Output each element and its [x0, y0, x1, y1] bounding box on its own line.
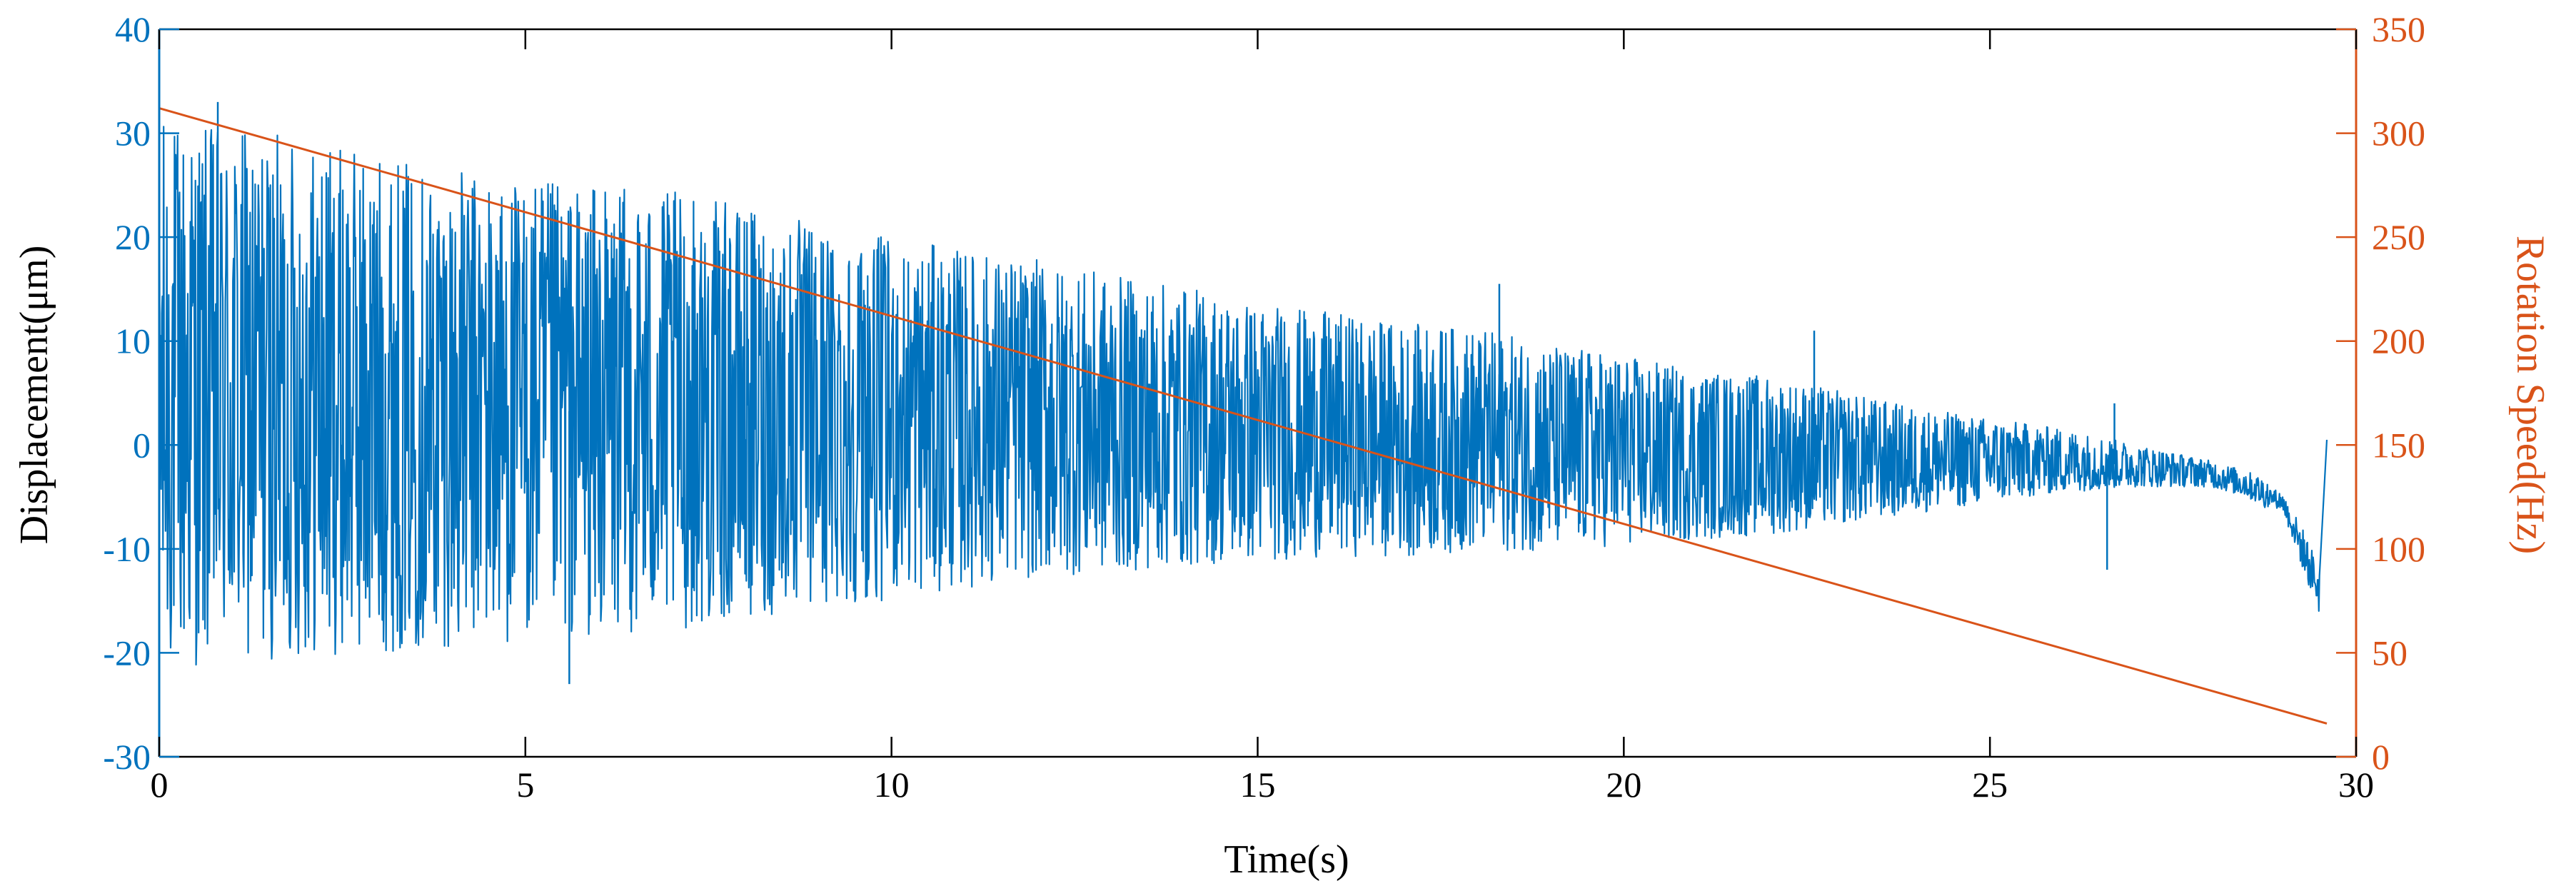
axes: 0 5 10 15 20 25 30 -30 -20 -10 0 10 20 30 40 0 50 100 150 2… [103, 9, 2425, 805]
plot-area [158, 101, 2328, 725]
y-right-tick-label: 250 [2372, 217, 2425, 257]
x-tick-label: 30 [2338, 765, 2374, 805]
y-right-axis-label: Rotation Speed(Hz) [2508, 236, 2552, 554]
x-tick-label: 10 [874, 765, 910, 805]
displacement-line [158, 126, 2328, 666]
x-axis-label: Time(s) [1224, 837, 1349, 882]
y-left-tick-label: -10 [103, 529, 151, 569]
y-right-tick-label: 350 [2372, 9, 2425, 49]
x-tick-label: 5 [516, 765, 534, 805]
y-left-tick-label: -20 [103, 633, 151, 673]
y-left-axis-label: Displacement(μm) [12, 246, 56, 545]
y-left-tick-label: -30 [103, 737, 151, 777]
y-left-tick-label: 40 [115, 9, 151, 49]
axis-labels: Time(s) Displacement(μm) Rotation Speed(… [12, 236, 2552, 882]
y-right-tick-label: 200 [2372, 321, 2425, 361]
y-right-tick-label: 0 [2372, 737, 2390, 777]
y-left-tick-label: 20 [115, 217, 151, 257]
y-left-tick-label: 30 [115, 114, 151, 153]
y-right-tick-label: 100 [2372, 529, 2425, 569]
y-right-tick-label: 300 [2372, 114, 2425, 153]
x-tick-label: 15 [1240, 765, 1276, 805]
y-right-tick-label: 150 [2372, 425, 2425, 465]
x-tick-label: 20 [1606, 765, 1641, 805]
y-right-tick-label: 50 [2372, 633, 2408, 673]
rotation-speed-line [159, 107, 2328, 725]
y-left-tick-label: 10 [115, 321, 151, 361]
y-left-tick-label: 0 [133, 425, 151, 465]
x-tick-label: 0 [151, 765, 168, 805]
x-tick-label: 25 [1972, 765, 2008, 805]
